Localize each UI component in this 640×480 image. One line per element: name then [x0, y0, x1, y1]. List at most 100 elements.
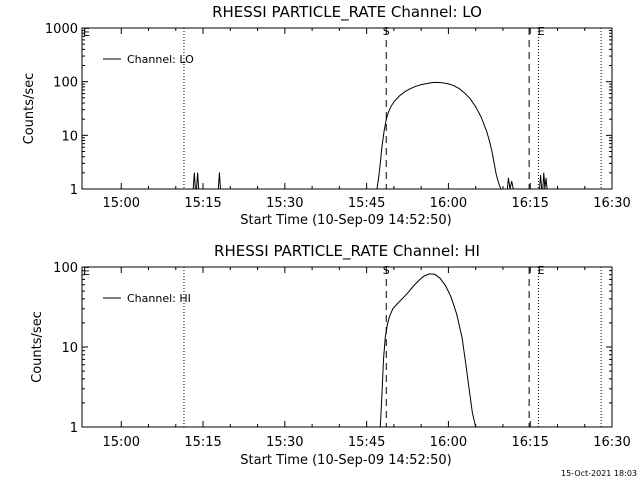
- panel-1-data-point: [420, 84, 422, 86]
- panel-1-x-tick-label: 15:15: [184, 196, 221, 211]
- panel-1-data-point: [398, 95, 400, 97]
- panel-1-y-tick-label: 1: [70, 183, 78, 198]
- panel-1-data-point: [469, 98, 471, 100]
- panel-2-data-point: [450, 296, 452, 298]
- panel-1-data-point: [442, 82, 444, 84]
- panel-2-series-line: [379, 273, 477, 428]
- panel-2-data-point: [439, 278, 441, 279]
- panel-1-data-point: [216, 188, 218, 190]
- panel-2-data-point: [472, 412, 473, 414]
- panel-1-data-point: [196, 188, 197, 190]
- panel-1-data-point: [500, 188, 502, 190]
- panel-2-data-point: [412, 286, 414, 287]
- panel-2-x-tick-label: 16:15: [511, 435, 548, 450]
- panel-1-data-point: [388, 111, 389, 113]
- panel-1-data-point: [219, 172, 220, 174]
- panel-2-plot-frame: [81, 266, 613, 428]
- panel-1-data-point: [448, 83, 449, 85]
- panel-2-data-point: [407, 292, 408, 294]
- panel-2-x-axis-label: Start Time (10-Sep-09 14:52:50): [240, 453, 451, 468]
- panel-2-y-tick-label: 10: [61, 341, 78, 356]
- panel-1-data-point: [543, 172, 545, 174]
- panel-2-group: RHESSI PARTICLE_RATE Channel: HI 1 10 100 15…: [30, 242, 631, 468]
- panel-1-data-point: [195, 188, 196, 190]
- panel-1-data-point: [192, 188, 194, 190]
- panel-2-x-tick-label: 15:15: [184, 435, 221, 450]
- panel-1-legend-label: Channel: LO: [127, 53, 194, 66]
- panel-2-data-point: [456, 313, 457, 315]
- panel-2-corner-marker-label: E: [83, 265, 90, 278]
- panel-2-data-point: [389, 316, 390, 317]
- panel-1-data-point: [491, 151, 493, 152]
- panel-2-data-point: [392, 308, 394, 310]
- panel-1-data-point: [381, 146, 383, 148]
- panel-1-data-point: [539, 188, 540, 190]
- panel-2-x-tick-label: 15:00: [103, 435, 140, 450]
- panel-2-y-axis-label: Counts/sec: [30, 311, 45, 383]
- panel-1-data-point: [509, 188, 511, 190]
- panel-1-data-point: [390, 105, 392, 107]
- panel-2-marker-label-E: E: [538, 264, 545, 277]
- panel-1-data-point: [200, 188, 202, 190]
- panel-1-data-point: [379, 162, 381, 164]
- panel-1-y-tick-label: 100: [53, 76, 78, 91]
- panel-1-x-tick-label: 15:00: [103, 196, 140, 211]
- panel-2-data-point: [381, 394, 383, 396]
- panel-1-data-point: [220, 188, 221, 190]
- panel-2-data-point: [434, 273, 436, 275]
- panel-2-x-tick-label: 16:00: [430, 435, 467, 450]
- panel-1-data-point: [496, 174, 497, 176]
- panel-2-x-tick-label: 15:30: [266, 435, 303, 450]
- panel-1-data-point: [393, 101, 395, 103]
- panel-1-title: RHESSI PARTICLE_RATE Channel: LO: [212, 3, 482, 22]
- panel-1-marker-label-S: S: [383, 25, 390, 38]
- panel-1-y-tick-label: 1000: [45, 22, 78, 37]
- panel-1-data-point: [511, 180, 513, 182]
- panel-1-data-point: [480, 116, 482, 118]
- panel-1-data-point: [506, 188, 508, 190]
- panel-1-data-point: [512, 188, 514, 190]
- panel-1-data-point: [544, 188, 546, 190]
- panel-1-y-axis-label: Counts/sec: [22, 73, 37, 145]
- panel-1-corner-marker-label: E: [83, 26, 90, 39]
- panel-2-data-point: [468, 388, 470, 390]
- panel-1-data-point: [383, 130, 385, 132]
- panel-2-data-point: [401, 298, 403, 300]
- panel-1-data-point: [191, 188, 193, 190]
- panel-1-data-point: [437, 81, 438, 83]
- panel-2-data-point: [383, 358, 384, 360]
- panel-2-x-tick-label: 16:30: [593, 435, 630, 450]
- panel-1-data-point: [404, 91, 406, 93]
- panel-2-data-point: [465, 364, 467, 366]
- panel-2-data-point: [396, 304, 398, 305]
- panel-1-data-point: [542, 188, 544, 190]
- panel-1-data-point: [502, 188, 504, 190]
- panel-1-data-point: [541, 188, 543, 190]
- footer-timestamp: 15-Oct-2021 18:03: [561, 469, 637, 478]
- panel-1-data-point: [193, 172, 195, 174]
- panel-2-data-point: [428, 273, 430, 275]
- panel-2-marker-label-S: S: [383, 264, 390, 277]
- panel-1-data-point: [385, 118, 387, 120]
- panel-2-data-point: [384, 337, 386, 339]
- panel-1-data-point: [464, 92, 466, 94]
- panel-1-data-point: [431, 82, 433, 84]
- panel-1-y-tick-label: 10: [61, 129, 78, 144]
- panel-1-data-point: [453, 85, 455, 87]
- panel-1-data-point: [202, 188, 204, 190]
- panel-1-data-point: [201, 188, 203, 190]
- panel-2-series-1: [379, 273, 477, 428]
- panel-1-data-point: [546, 188, 548, 190]
- panel-1-x-tick-label: 16:00: [430, 196, 467, 211]
- panel-2-data-point: [445, 285, 447, 287]
- panel-2-data-point: [461, 337, 463, 339]
- panel-2-y-tick-label: 100: [53, 261, 78, 276]
- panel-1-x-tick-label: 15:30: [266, 196, 303, 211]
- panel-1-marker-label-E: E: [538, 25, 545, 38]
- panel-1-data-point: [198, 188, 200, 190]
- panel-2-data-point: [475, 426, 477, 428]
- panel-1-data-point: [409, 88, 411, 90]
- panel-2-title: RHESSI PARTICLE_RATE Channel: HI: [214, 242, 480, 261]
- panel-1-data-point: [415, 85, 417, 87]
